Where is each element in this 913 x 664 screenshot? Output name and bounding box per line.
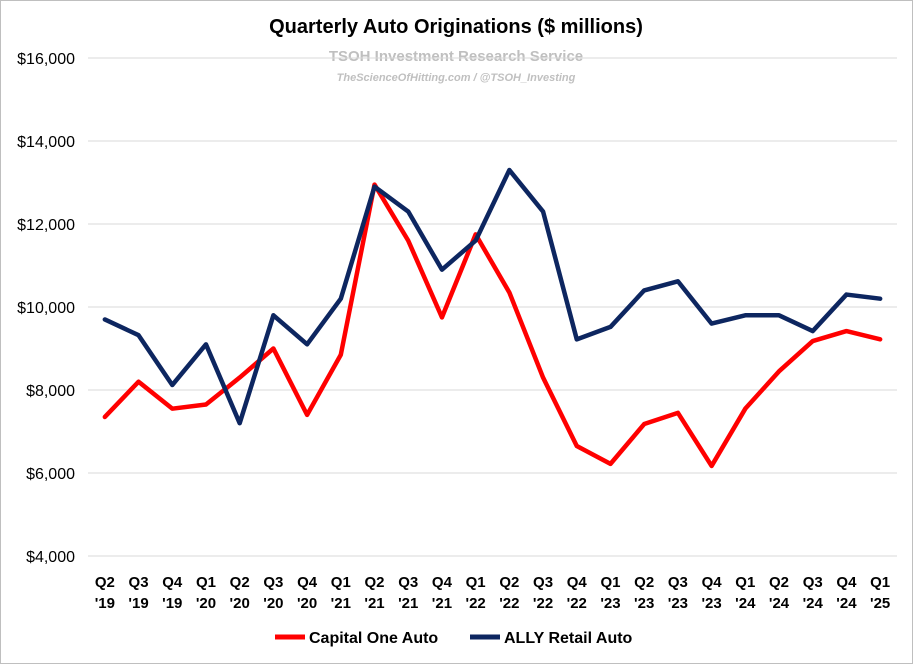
chart-credit: TheScienceOfHitting.com / @TSOH_Investin… bbox=[337, 72, 576, 84]
y-tick-label: $8,000 bbox=[26, 383, 75, 400]
x-tick-year: '21 bbox=[398, 595, 418, 612]
x-tick-year: '20 bbox=[230, 595, 250, 612]
x-tick-year: '24 bbox=[836, 595, 857, 612]
chart-subtitle: TSOH Investment Research Service bbox=[329, 48, 583, 65]
gridlines bbox=[88, 57, 897, 557]
x-tick-quarter: Q1 bbox=[735, 574, 755, 591]
y-axis: $4,000 $6,000 $8,000 $10,000 $12,000 $14,000 $… bbox=[17, 51, 75, 566]
x-tick-year: '19 bbox=[95, 595, 115, 612]
y-tick-label: $6,000 bbox=[26, 466, 75, 483]
x-tick-quarter: Q4 bbox=[567, 574, 588, 591]
x-tick-year: '22 bbox=[567, 595, 587, 612]
x-tick-year: '24 bbox=[803, 595, 824, 612]
y-tick-label: $14,000 bbox=[17, 134, 75, 151]
x-tick-year: '20 bbox=[297, 595, 317, 612]
x-tick-year: '19 bbox=[128, 595, 148, 612]
x-tick-year: '25 bbox=[870, 595, 890, 612]
x-tick-year: '21 bbox=[331, 595, 351, 612]
x-tick-quarter: Q3 bbox=[263, 574, 283, 591]
x-tick-quarter: Q4 bbox=[432, 574, 453, 591]
x-tick-year: '21 bbox=[364, 595, 384, 612]
x-tick-quarter: Q3 bbox=[668, 574, 688, 591]
x-tick-quarter: Q4 bbox=[162, 574, 183, 591]
x-tick-year: '23 bbox=[600, 595, 620, 612]
x-tick-year: '21 bbox=[432, 595, 452, 612]
x-tick-quarter: Q1 bbox=[331, 574, 351, 591]
x-tick-quarter: Q1 bbox=[466, 574, 486, 591]
y-tick-label: $16,000 bbox=[17, 51, 75, 68]
y-tick-label: $4,000 bbox=[26, 549, 75, 566]
y-tick-label: $10,000 bbox=[17, 300, 75, 317]
x-tick-year: '20 bbox=[263, 595, 283, 612]
x-tick-quarter: Q2 bbox=[499, 574, 519, 591]
series-line-ally-retail-auto bbox=[102, 167, 883, 426]
x-tick-year: '20 bbox=[196, 595, 216, 612]
x-tick-quarter: Q4 bbox=[702, 574, 723, 591]
x-tick-quarter: Q1 bbox=[870, 574, 890, 591]
x-tick-quarter: Q2 bbox=[95, 574, 115, 591]
x-tick-year: '22 bbox=[499, 595, 519, 612]
series-line-capital-one-auto bbox=[102, 182, 883, 469]
x-tick-year: '23 bbox=[668, 595, 688, 612]
series-lines bbox=[102, 167, 883, 469]
legend-label: ALLY Retail Auto bbox=[504, 630, 633, 647]
x-tick-quarter: Q1 bbox=[600, 574, 620, 591]
x-tick-quarter: Q2 bbox=[230, 574, 250, 591]
legend: Capital One Auto ALLY Retail Auto bbox=[275, 630, 633, 647]
x-tick-year: '19 bbox=[162, 595, 182, 612]
x-tick-quarter: Q2 bbox=[634, 574, 654, 591]
x-tick-quarter: Q3 bbox=[533, 574, 553, 591]
legend-label: Capital One Auto bbox=[309, 630, 438, 647]
x-tick-year: '22 bbox=[533, 595, 553, 612]
x-tick-year: '23 bbox=[634, 595, 654, 612]
x-tick-quarter: Q2 bbox=[769, 574, 789, 591]
chart-title: Quarterly Auto Originations ($ millions) bbox=[269, 16, 643, 38]
x-tick-year: '22 bbox=[466, 595, 486, 612]
x-tick-quarter: Q4 bbox=[836, 574, 857, 591]
x-tick-quarter: Q3 bbox=[803, 574, 823, 591]
x-tick-quarter: Q2 bbox=[365, 574, 385, 591]
x-tick-year: '23 bbox=[701, 595, 721, 612]
x-tick-year: '24 bbox=[735, 595, 756, 612]
x-tick-year: '24 bbox=[769, 595, 790, 612]
x-tick-quarter: Q3 bbox=[398, 574, 418, 591]
x-tick-quarter: Q4 bbox=[297, 574, 318, 591]
x-axis: Q2 '19 Q3 '19 Q4 '19 Q1 '20 Q2 '20 Q3 '20 Q4 '20 Q1 '21… bbox=[95, 574, 891, 612]
x-tick-quarter: Q1 bbox=[196, 574, 216, 591]
x-tick-quarter: Q3 bbox=[129, 574, 149, 591]
y-tick-label: $12,000 bbox=[17, 217, 75, 234]
